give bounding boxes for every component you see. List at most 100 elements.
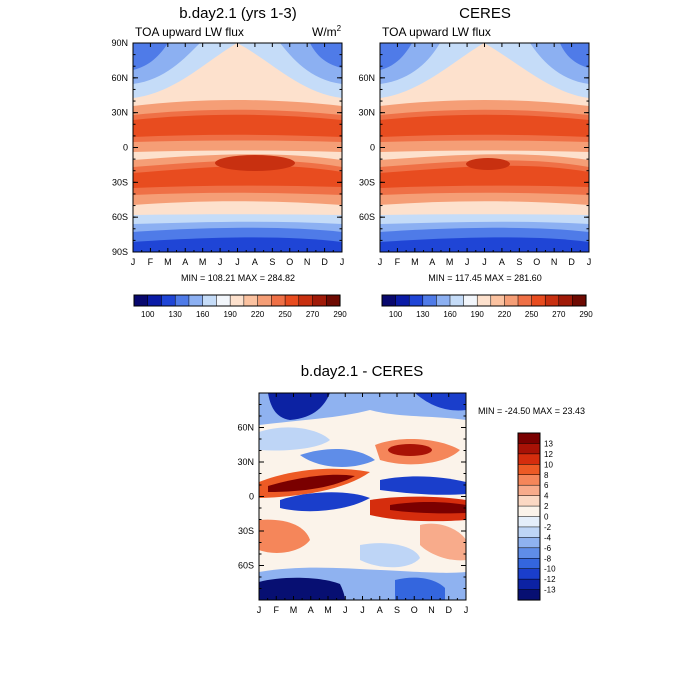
colorbar-label: -12 — [544, 575, 556, 584]
y-tick-label: 0 — [123, 143, 128, 153]
contour-blue-lobe-2 — [300, 448, 375, 467]
colorbar-label: -2 — [544, 523, 552, 532]
contour-bottom-darkblue — [259, 577, 345, 600]
contour-red-nh-core — [388, 444, 432, 456]
panel-ceres-title: CERES — [459, 5, 511, 22]
x-tick-label: J — [587, 257, 592, 267]
colorbar-label: 100 — [389, 310, 403, 319]
contour-top-darkblue-left — [268, 393, 330, 420]
contour-eq-red-core — [268, 474, 355, 492]
contour-sh-blue-mid — [360, 543, 420, 568]
colorbar-swatch — [161, 294, 176, 307]
x-tick-label: M — [199, 257, 207, 267]
contour-sh-red-core — [390, 501, 466, 514]
x-tick-label: M — [324, 605, 332, 615]
colorbar-label: 4 — [544, 492, 549, 501]
contour-sh-max — [466, 158, 510, 170]
colorbar-swatch — [558, 294, 573, 307]
x-tick-label: M — [446, 257, 454, 267]
panel-model-field — [133, 43, 342, 252]
colorbar-swatch — [326, 294, 341, 307]
colorbar-swatch — [133, 294, 149, 307]
panel-model-subtitle: TOA upward LW flux — [135, 25, 244, 39]
colorbar-swatch — [490, 294, 505, 307]
colorbar-swatch — [174, 294, 190, 307]
colorbar-swatch — [572, 294, 587, 307]
colorbar-swatch — [436, 294, 451, 307]
x-tick-label: N — [428, 605, 435, 615]
colorbar-swatch — [544, 294, 560, 307]
colorbar-label: 160 — [196, 310, 210, 319]
y-tick-label: 0 — [249, 492, 254, 502]
colorbar-swatch — [504, 294, 519, 307]
colorbar-swatch — [312, 294, 327, 307]
colorbar-swatch — [284, 294, 300, 307]
colorbar-label: 130 — [416, 310, 430, 319]
colorbar-swatch — [517, 495, 541, 507]
x-tick-label: O — [533, 257, 540, 267]
colorbar-swatch — [408, 294, 424, 307]
colorbar-frame — [517, 432, 541, 601]
colorbar-label: 250 — [525, 310, 539, 319]
contour-sh-orange-right — [420, 523, 466, 561]
contour-blue-lobe-1 — [259, 427, 330, 451]
y-tick-label: 0 — [370, 143, 375, 153]
y-tick-label: 30N — [111, 108, 128, 118]
x-tick-label: A — [377, 605, 383, 615]
colorbar-swatch — [517, 526, 541, 538]
contour-eq-blue-right — [380, 476, 466, 495]
colorbar-label: 0 — [544, 513, 549, 522]
panel-model: b.day2.1 (yrs 1-3) TOA upward LW flux W/… — [111, 5, 347, 319]
x-tick-label: N — [304, 257, 311, 267]
x-tick-label: A — [252, 257, 258, 267]
colorbar-swatch — [517, 443, 541, 455]
x-tick-label: F — [274, 605, 280, 615]
x-tick-label: D — [321, 257, 328, 267]
x-tick-label: S — [269, 257, 275, 267]
colorbar-swatch — [517, 537, 541, 549]
y-tick-label: 30N — [358, 108, 375, 118]
colorbar-swatch — [517, 505, 541, 518]
colorbar-label: 10 — [544, 460, 553, 469]
x-tick-label: M — [164, 257, 172, 267]
colorbar-label: 100 — [141, 310, 155, 319]
colorbar-label: 13 — [544, 439, 553, 448]
y-tick-label: 90S — [112, 247, 128, 257]
x-tick-label: M — [411, 257, 419, 267]
x-tick-label: O — [411, 605, 418, 615]
x-tick-label: S — [516, 257, 522, 267]
colorbar-label: 220 — [251, 310, 265, 319]
x-tick-label: A — [308, 605, 314, 615]
colorbar-swatch — [229, 294, 245, 307]
contour-sh-core — [133, 165, 342, 188]
panel-ceres-subtitle: TOA upward LW flux — [382, 25, 491, 39]
colorbar-swatch — [188, 294, 204, 307]
colorbar-label: 220 — [498, 310, 512, 319]
colorbar-label: 290 — [333, 310, 347, 319]
y-tick-label: 30N — [237, 457, 254, 467]
x-tick-label: J — [218, 257, 223, 267]
x-tick-label: A — [182, 257, 188, 267]
colorbar-swatch — [517, 474, 541, 486]
colorbar-swatch — [395, 294, 410, 307]
colorbar-label: 250 — [278, 310, 292, 319]
panel-diff-field — [259, 393, 466, 600]
colorbar-label: 2 — [544, 502, 549, 511]
x-tick-label: O — [286, 257, 293, 267]
contour-top-darkblue-right — [415, 393, 466, 411]
colorbar-swatch — [147, 294, 163, 307]
colorbar-swatch — [216, 294, 231, 307]
y-tick-label: 60S — [112, 212, 128, 222]
colorbar-swatch — [517, 578, 541, 591]
panel-ceres-field — [380, 43, 589, 252]
y-tick-label: 30S — [112, 177, 128, 187]
y-tick-label: 60S — [238, 561, 254, 571]
x-tick-label: J — [343, 605, 348, 615]
y-tick-label: 90N — [111, 38, 128, 48]
colorbar-swatch — [517, 294, 533, 307]
colorbar-swatch — [298, 294, 314, 307]
x-tick-label: J — [482, 257, 487, 267]
x-tick-label: J — [465, 257, 470, 267]
colorbar-swatch — [257, 294, 272, 307]
colorbar-swatch — [517, 432, 541, 444]
